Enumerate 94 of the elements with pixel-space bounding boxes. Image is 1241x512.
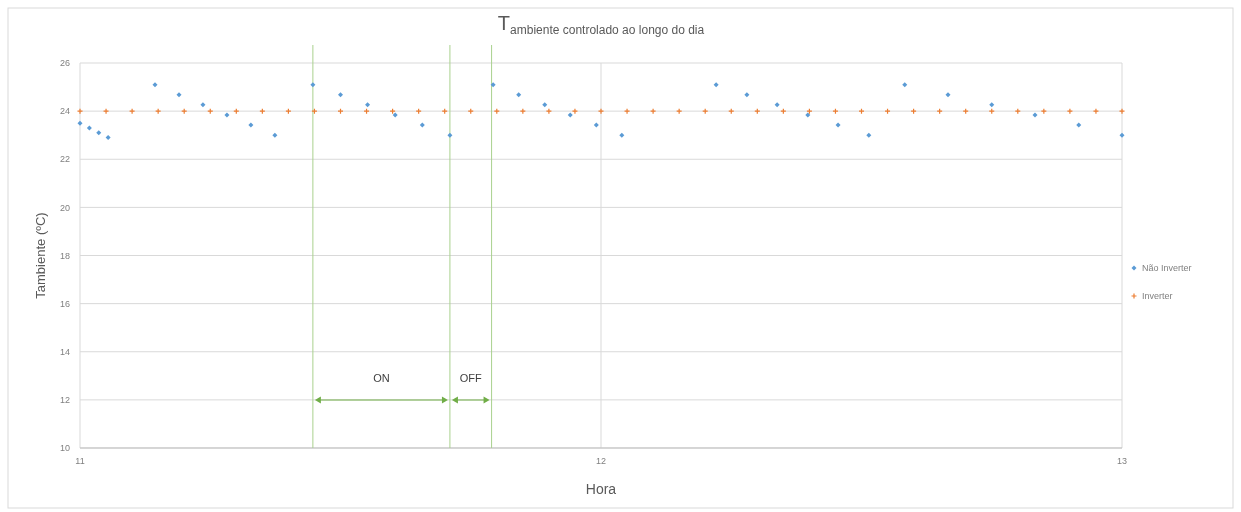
point (902, 82, 908, 88)
y-tick-label: 22 (59, 154, 70, 165)
point (86, 125, 92, 131)
point (1040, 108, 1047, 115)
point (365, 102, 371, 108)
point (858, 108, 865, 115)
x-axis-title: Hora (585, 481, 617, 497)
point (774, 102, 780, 108)
point (910, 108, 917, 115)
point (835, 122, 841, 128)
y-tick-label: 24 (59, 106, 70, 117)
point (102, 108, 110, 115)
point (490, 82, 496, 88)
point (780, 108, 787, 115)
point (567, 112, 573, 118)
x-tick-label: 13 (1116, 456, 1128, 466)
point (571, 108, 579, 115)
point (1066, 108, 1073, 115)
x-tick-label: 11 (75, 456, 85, 466)
point (519, 108, 526, 115)
y-tick-label: 12 (59, 395, 70, 406)
point (1119, 132, 1125, 138)
point (545, 108, 552, 115)
point (754, 108, 761, 115)
y-tick-label: 10 (59, 443, 70, 454)
point (272, 132, 278, 138)
point (233, 108, 240, 115)
legend-label: Não Inverter (1142, 263, 1192, 274)
point (105, 135, 111, 141)
point (1014, 108, 1021, 115)
point (338, 92, 343, 98)
point (415, 108, 422, 115)
point (311, 108, 318, 115)
point (713, 82, 719, 88)
point (76, 108, 84, 115)
point (441, 108, 448, 115)
annotation: ON (373, 372, 390, 384)
point (1118, 108, 1126, 115)
point (676, 108, 683, 115)
point (224, 112, 230, 118)
point (96, 130, 102, 136)
point (597, 108, 605, 115)
point (806, 108, 813, 115)
point (805, 112, 811, 118)
legend-label: Inverter (1142, 291, 1173, 302)
point (176, 92, 182, 98)
point (493, 108, 500, 115)
point (389, 108, 396, 115)
point (866, 132, 872, 138)
point (248, 122, 254, 128)
point (989, 102, 995, 108)
point (962, 108, 969, 115)
annotation: OFF (459, 372, 483, 384)
point (650, 108, 657, 115)
x-tick-label: 12 (595, 456, 607, 466)
point (155, 108, 162, 115)
point (467, 108, 474, 115)
point (936, 108, 943, 115)
point (181, 108, 188, 115)
point (1032, 112, 1038, 118)
y-tick-label: 18 (59, 250, 70, 261)
point (363, 108, 370, 115)
point (152, 82, 158, 88)
point (1076, 122, 1082, 128)
point (884, 108, 891, 115)
point (392, 112, 398, 118)
point (832, 108, 839, 115)
y-axis-title: Tambiente (ºC) (33, 212, 48, 299)
y-tick-label: 16 (59, 298, 70, 309)
point (623, 108, 631, 115)
point (516, 92, 522, 98)
point (77, 120, 83, 126)
y-tick-label: 14 (59, 346, 70, 357)
point (744, 92, 750, 98)
point (702, 108, 709, 115)
point (1092, 108, 1100, 115)
point (419, 122, 425, 128)
point (593, 122, 599, 128)
y-tick-label: 20 (59, 202, 70, 213)
chart-title: T$_{ambiente controlado ao longo do dia}$ (497, 12, 705, 37)
point (542, 102, 548, 108)
point (447, 132, 453, 138)
point (337, 108, 344, 115)
point (945, 92, 951, 98)
point (259, 108, 266, 115)
point (129, 108, 136, 115)
point (310, 82, 316, 88)
point (988, 108, 995, 115)
point (207, 108, 214, 115)
point (285, 108, 292, 115)
point (200, 102, 206, 108)
y-tick-label: 26 (59, 58, 70, 69)
point (728, 108, 735, 115)
point (619, 132, 625, 138)
